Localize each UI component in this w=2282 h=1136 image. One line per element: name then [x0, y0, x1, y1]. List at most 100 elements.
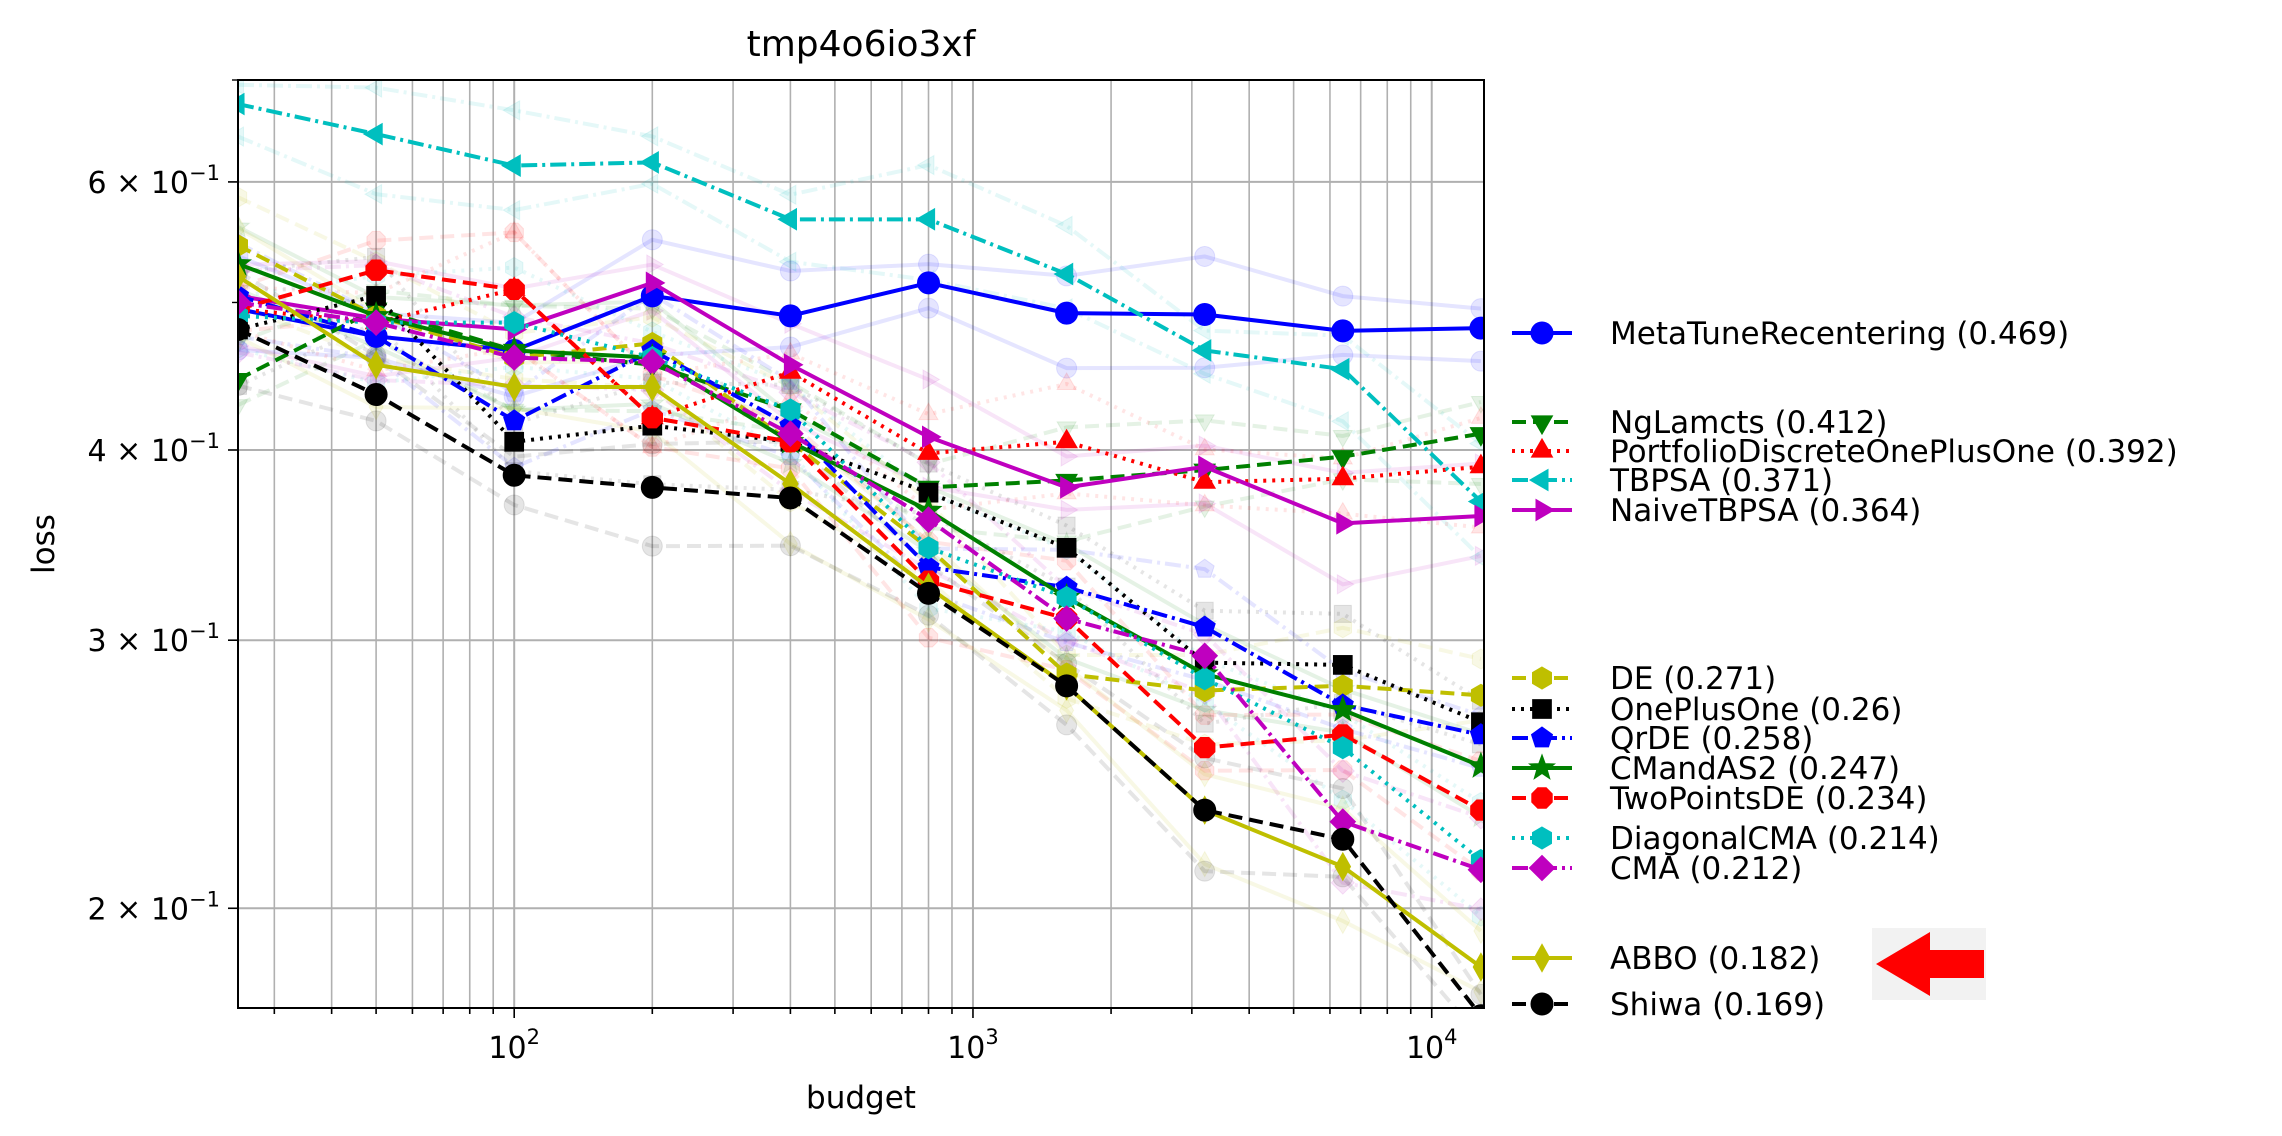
faded-series-marker	[365, 410, 387, 432]
faded-series-marker	[502, 199, 521, 221]
series-point	[238, 233, 248, 258]
faded-series-marker	[640, 125, 659, 147]
series-point	[500, 344, 528, 371]
faded-series-marker	[1054, 215, 1073, 237]
series-point	[238, 373, 250, 393]
series-point	[638, 348, 666, 376]
x-axis-label: budget	[806, 1080, 916, 1116]
faded-series-marker	[1054, 628, 1079, 654]
series-line	[238, 262, 1482, 768]
faded-series-line	[238, 226, 1483, 933]
faded-series-marker	[1059, 696, 1075, 724]
legend-marker	[1531, 787, 1553, 809]
legend-entry: DiagonalCMA (0.214)	[1512, 821, 1940, 857]
faded-series-line	[238, 350, 1482, 912]
faded-series-marker	[643, 306, 662, 328]
faded-series-marker	[1470, 405, 1484, 424]
series-point	[1331, 827, 1355, 851]
series-point	[505, 372, 523, 402]
faded-series-marker	[641, 435, 663, 454]
faded-series-marker	[778, 184, 797, 206]
series-point	[238, 92, 245, 116]
x-tick-label: 102	[488, 1025, 540, 1066]
series-point	[362, 309, 390, 337]
faded-series-marker	[364, 183, 383, 205]
legend-entry: MetaTuneRecentering (0.469)	[1512, 316, 2069, 352]
series-point	[915, 207, 936, 231]
legend-marker	[1532, 699, 1552, 719]
legend-entry: NgLamcts (0.412)	[1512, 405, 1887, 441]
series-point	[1467, 751, 1484, 778]
series-point	[1194, 667, 1215, 691]
legend-marker	[1533, 943, 1551, 973]
legend: MetaTuneRecentering (0.469) NgLamcts (0.4…	[1512, 316, 2178, 1023]
series-line	[238, 102, 1483, 503]
series-point	[780, 398, 801, 422]
faded-series-marker	[1471, 648, 1484, 670]
y-tick-label: 3 × 10−1	[88, 619, 220, 659]
series-point	[1193, 469, 1217, 489]
legend-marker	[1530, 726, 1554, 748]
legend-entry: QrDE (0.258)	[1512, 721, 1813, 757]
series-line	[238, 327, 1478, 1008]
x-tick-label: 104	[1406, 1025, 1458, 1066]
legend-label: OnePlusOne (0.26)	[1610, 692, 1902, 728]
legend-marker	[1530, 415, 1554, 436]
faded-series-marker	[504, 222, 524, 243]
series-lines	[238, 92, 1484, 1008]
series-point	[1472, 952, 1484, 982]
faded-series-marker	[642, 437, 662, 457]
faded-series-line	[238, 337, 1481, 544]
faded-series-marker	[641, 229, 663, 251]
y-tick-label: 6 × 10−1	[88, 161, 220, 201]
legend-marker	[1535, 498, 1556, 522]
faded-series-line	[238, 230, 1482, 461]
legend-entry: OnePlusOne (0.26)	[1512, 692, 1902, 728]
faded-series-marker	[920, 606, 937, 634]
legend-label: ABBO (0.182)	[1610, 941, 1820, 977]
faded-series-marker	[916, 154, 935, 176]
series-point	[1336, 512, 1356, 535]
series-line	[238, 280, 1481, 353]
faded-series-marker	[1330, 870, 1356, 895]
series-point	[1334, 851, 1352, 882]
series-point	[238, 317, 250, 341]
series-point	[1055, 301, 1079, 325]
legend-entry: CMandAS2 (0.247)	[1512, 751, 1900, 787]
legend-label: CMA (0.212)	[1610, 851, 1802, 887]
series-11	[238, 289, 1484, 884]
series-point	[640, 475, 664, 499]
legend-label: MetaTuneRecentering (0.469)	[1610, 316, 2069, 352]
legend-entry: ABBO (0.182)	[1512, 941, 1820, 977]
faded-series-marker	[1192, 363, 1211, 385]
faded-series-marker	[641, 433, 663, 455]
faded-series-marker	[1194, 437, 1216, 456]
series-point	[503, 278, 525, 300]
faded-series-marker	[1056, 714, 1078, 736]
faded-series-marker	[1468, 897, 1484, 922]
faded-series-line	[238, 334, 1482, 771]
series-point	[365, 259, 387, 281]
legend-label: DE (0.271)	[1610, 661, 1776, 697]
faded-series-marker	[640, 173, 659, 195]
faded-series-marker	[1194, 500, 1216, 519]
series-line	[238, 313, 1483, 863]
series-point	[1193, 615, 1216, 637]
series-point	[777, 207, 797, 231]
series-point	[367, 350, 385, 380]
faded-series-line	[238, 335, 1482, 994]
faded-series-marker	[918, 297, 940, 319]
series-line	[238, 293, 1482, 737]
faded-series-marker	[503, 220, 525, 239]
series-point	[1331, 319, 1355, 343]
faded-series-marker	[918, 628, 939, 648]
faded-series-marker	[1194, 245, 1216, 267]
faded-series-marker	[503, 299, 525, 318]
faded-series-marker	[502, 99, 521, 121]
faded-series-marker	[1330, 758, 1356, 784]
faded-series-line	[238, 82, 1483, 446]
faded-series-line	[238, 383, 1458, 1008]
series-point	[917, 440, 940, 460]
series-line	[238, 293, 1482, 725]
